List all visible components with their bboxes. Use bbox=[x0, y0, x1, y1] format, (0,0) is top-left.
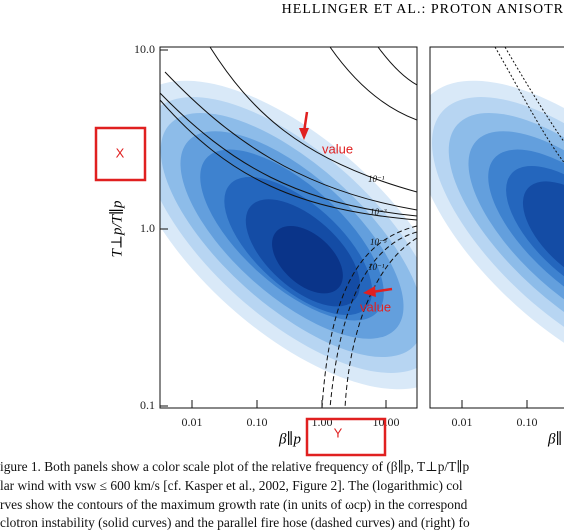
density-map bbox=[160, 47, 417, 408]
left-frame bbox=[159, 46, 418, 409]
right-density-map bbox=[430, 47, 564, 390]
contour-label: 10⁻³ bbox=[370, 207, 387, 217]
y-tick-label: 1.0 bbox=[140, 221, 155, 235]
x-tick-label: 0.01 bbox=[452, 415, 473, 429]
contour-label: 10⁻³ bbox=[370, 237, 387, 247]
contour-label: 10⁻¹ bbox=[368, 262, 385, 272]
annotation-value: value bbox=[360, 299, 391, 314]
x-axis-label: β∥ bbox=[547, 430, 562, 447]
y-tick-label: 10.0 bbox=[134, 42, 155, 56]
right-frame bbox=[429, 46, 564, 409]
annotation-label: X bbox=[116, 145, 125, 160]
annotation-box bbox=[94, 126, 147, 182]
caption-line: igure 1. Both panels show a color scale … bbox=[0, 459, 469, 474]
caption-line: lar wind with vsw ≤ 600 km/s [cf. Kasper… bbox=[0, 478, 463, 493]
contour-label: 10⁻¹ bbox=[368, 174, 385, 184]
caption-line: clotron instability (solid curves) and t… bbox=[0, 515, 470, 530]
annotation-arrows bbox=[299, 111, 393, 297]
x-tick-label: 0.10 bbox=[247, 415, 268, 429]
x-axis-label: β∥p bbox=[278, 430, 301, 447]
annotation-box bbox=[305, 417, 387, 457]
x-tick-label: 0.10 bbox=[517, 415, 538, 429]
x-tick-label: 1.00 bbox=[312, 415, 333, 429]
annotation-value: value bbox=[322, 141, 353, 156]
caption-line: rves show the contours of the maximum gr… bbox=[0, 497, 468, 512]
x-tick-label: 0.01 bbox=[182, 415, 203, 429]
ticks bbox=[160, 49, 528, 408]
annotation-label: Y bbox=[334, 425, 343, 440]
y-axis-label: T⊥p/T∥p bbox=[108, 200, 125, 257]
running-title: HELLINGER ET AL.: PROTON ANISOTR bbox=[282, 2, 564, 17]
y-tick-label: 0.1 bbox=[140, 398, 155, 412]
